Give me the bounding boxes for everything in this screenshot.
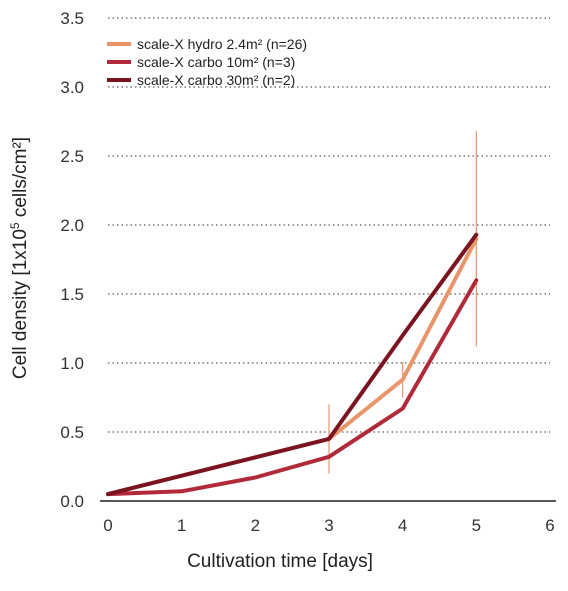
y-tick-label-1: 0.5 (60, 423, 84, 442)
legend: scale-X hydro 2.4m² (n=26) scale-X carbo … (107, 36, 307, 88)
y-axis-title-exponent: 5 (8, 222, 22, 229)
series-line-0 (106, 236, 479, 497)
y-axis-title-part-2: cells/cm²] (10, 137, 31, 223)
x-tick-label-1: 1 (177, 516, 186, 535)
x-tick-label-0: 0 (103, 516, 112, 535)
tick-labels: 0.0 0.5 1.0 1.5 2.0 2.5 3.0 3.5 0 1 2 3 4 5 6 (60, 9, 554, 535)
y-tick-label-6: 3.0 (60, 78, 84, 97)
y-tick-label-7: 3.5 (60, 9, 84, 28)
y-tick-label-3: 1.5 (60, 285, 84, 304)
y-tick-label-0: 0.0 (60, 492, 84, 511)
x-tick-label-3: 3 (324, 516, 333, 535)
series-lines (106, 232, 479, 497)
y-axis-title-part-1: Cell density [1x10 (10, 229, 31, 379)
legend-label-1: scale-X carbo 10m² (n=3) (137, 54, 295, 70)
legend-label-0: scale-X hydro 2.4m² (n=26) (137, 36, 307, 52)
x-tick-label-2: 2 (251, 516, 260, 535)
x-tick-label-5: 5 (472, 516, 481, 535)
y-tick-label-5: 2.5 (60, 147, 84, 166)
x-axis-title: Cultivation time [days] (187, 551, 373, 572)
y-tick-label-2: 1.0 (60, 354, 84, 373)
series-line-1 (106, 278, 479, 497)
y-axis-title: Cell density [1x105 cells/cm²] (8, 137, 31, 379)
series-line-2 (106, 232, 479, 497)
legend-label-2: scale-X carbo 30m² (n=2) (137, 72, 295, 88)
x-tick-label-4: 4 (398, 516, 407, 535)
y-tick-label-4: 2.0 (60, 216, 84, 235)
x-tick-label-6: 6 (545, 516, 554, 535)
